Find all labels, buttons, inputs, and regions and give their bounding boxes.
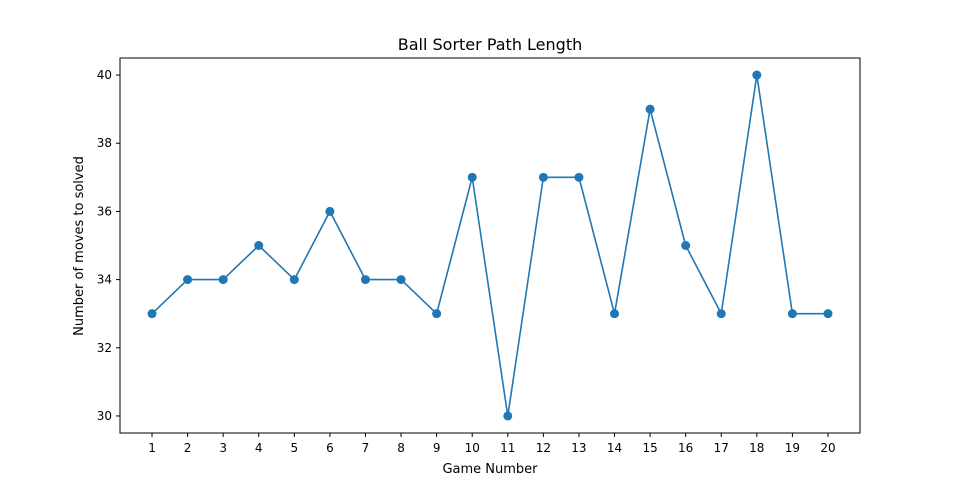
chart-title: Ball Sorter Path Length bbox=[398, 35, 582, 54]
x-tick-label: 3 bbox=[219, 441, 227, 455]
plot-series bbox=[147, 70, 833, 421]
x-tick-label: 4 bbox=[255, 441, 263, 455]
data-point bbox=[752, 70, 762, 80]
data-point bbox=[716, 309, 726, 319]
x-axis-label: Game Number bbox=[442, 462, 538, 477]
x-tick-label: 7 bbox=[362, 441, 370, 455]
x-tick-label: 5 bbox=[291, 441, 299, 455]
x-tick-label: 20 bbox=[820, 441, 835, 455]
x-tick-label: 12 bbox=[536, 441, 551, 455]
data-point bbox=[574, 172, 584, 182]
data-point bbox=[645, 104, 655, 114]
data-point bbox=[538, 172, 548, 182]
x-tick-label: 15 bbox=[642, 441, 657, 455]
data-point bbox=[396, 275, 406, 285]
data-point bbox=[610, 309, 620, 319]
data-point bbox=[467, 172, 477, 182]
x-tick-label: 10 bbox=[465, 441, 480, 455]
x-tick-label: 16 bbox=[678, 441, 693, 455]
y-axis-label: Number of moves to solved bbox=[72, 156, 87, 336]
data-point bbox=[147, 309, 157, 319]
data-point bbox=[360, 275, 370, 285]
plot-area-frame bbox=[119, 57, 861, 434]
data-point bbox=[787, 309, 797, 319]
y-tick-label: 30 bbox=[97, 409, 112, 423]
series-line bbox=[151, 74, 828, 417]
y-tick-label: 40 bbox=[97, 68, 112, 82]
y-axis-ticks: 30 32 34 36 38 40 bbox=[97, 68, 120, 423]
data-point bbox=[681, 241, 691, 250]
data-point bbox=[218, 275, 228, 285]
x-tick-label: 17 bbox=[714, 441, 729, 455]
y-tick-label: 38 bbox=[97, 136, 112, 150]
x-tick-label: 9 bbox=[433, 441, 441, 455]
y-tick-label: 36 bbox=[97, 204, 112, 218]
y-tick-label: 32 bbox=[97, 341, 112, 355]
x-tick-label: 11 bbox=[500, 441, 515, 455]
data-point bbox=[289, 275, 299, 285]
x-tick-label: 18 bbox=[749, 441, 764, 455]
x-tick-label: 13 bbox=[571, 441, 586, 455]
x-tick-label: 19 bbox=[785, 441, 800, 455]
x-tick-label: 8 bbox=[397, 441, 405, 455]
x-tick-label: 14 bbox=[607, 441, 622, 455]
y-tick-label: 34 bbox=[97, 273, 112, 287]
data-point bbox=[503, 411, 513, 421]
data-point bbox=[823, 309, 833, 319]
x-tick-label: 6 bbox=[326, 441, 334, 455]
data-point bbox=[183, 275, 193, 285]
data-point bbox=[254, 241, 264, 250]
x-axis-ticks: 1 2 3 4 5 6 7 8 9 10 11 12 13 14 15 16 17 18 19 20 bbox=[148, 433, 836, 455]
data-point bbox=[325, 206, 335, 216]
data-point bbox=[432, 309, 442, 319]
x-tick-label: 1 bbox=[148, 441, 156, 455]
x-tick-label: 2 bbox=[184, 441, 192, 455]
